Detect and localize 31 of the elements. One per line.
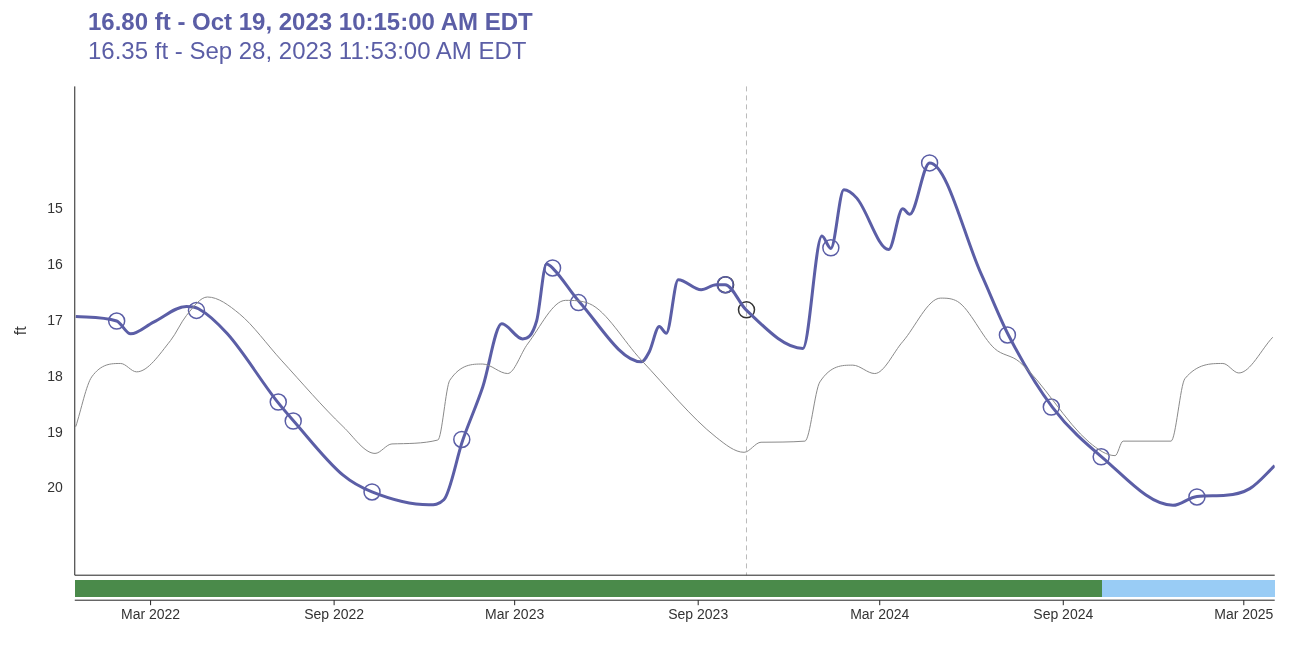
x-tick-label: Sep 2022 bbox=[304, 606, 365, 623]
x-tick-label: Mar 2025 bbox=[1214, 606, 1274, 623]
x-tick-label: Sep 2023 bbox=[668, 606, 729, 623]
y-tick-label: 20 bbox=[47, 479, 63, 496]
point bbox=[737, 301, 756, 319]
point bbox=[107, 312, 126, 330]
y-tick-label: 18 bbox=[47, 367, 63, 384]
point bbox=[453, 430, 471, 449]
y-tick-label: 16 bbox=[47, 256, 63, 273]
point bbox=[1092, 448, 1110, 466]
y-tick-label: 19 bbox=[47, 423, 63, 440]
point bbox=[269, 393, 288, 411]
point bbox=[363, 483, 381, 501]
point bbox=[284, 412, 302, 430]
x-tick-label: Mar 2022 bbox=[121, 606, 181, 623]
y-tick-label: 15 bbox=[47, 200, 63, 217]
x-tick-label: Mar 2024 bbox=[850, 606, 910, 623]
chart-subtitle: 16.35 ft - Sep 28, 2023 11:53:00 AM EDT bbox=[88, 36, 528, 66]
x-tick-label: Sep 2024 bbox=[1033, 606, 1094, 623]
point bbox=[998, 326, 1017, 344]
point bbox=[822, 239, 840, 257]
chart-title: 16.80 ft - Oct 19, 2023 10:15:00 AM EDT bbox=[88, 8, 534, 36]
point bbox=[1188, 488, 1206, 506]
point bbox=[1042, 398, 1061, 416]
x-tick-label: Mar 2023 bbox=[485, 606, 545, 623]
point bbox=[569, 293, 588, 312]
point bbox=[920, 154, 939, 172]
y-tick-label: 17 bbox=[47, 311, 63, 328]
point bbox=[543, 259, 562, 277]
y-axis-title: ft bbox=[12, 325, 30, 336]
point bbox=[187, 301, 206, 320]
